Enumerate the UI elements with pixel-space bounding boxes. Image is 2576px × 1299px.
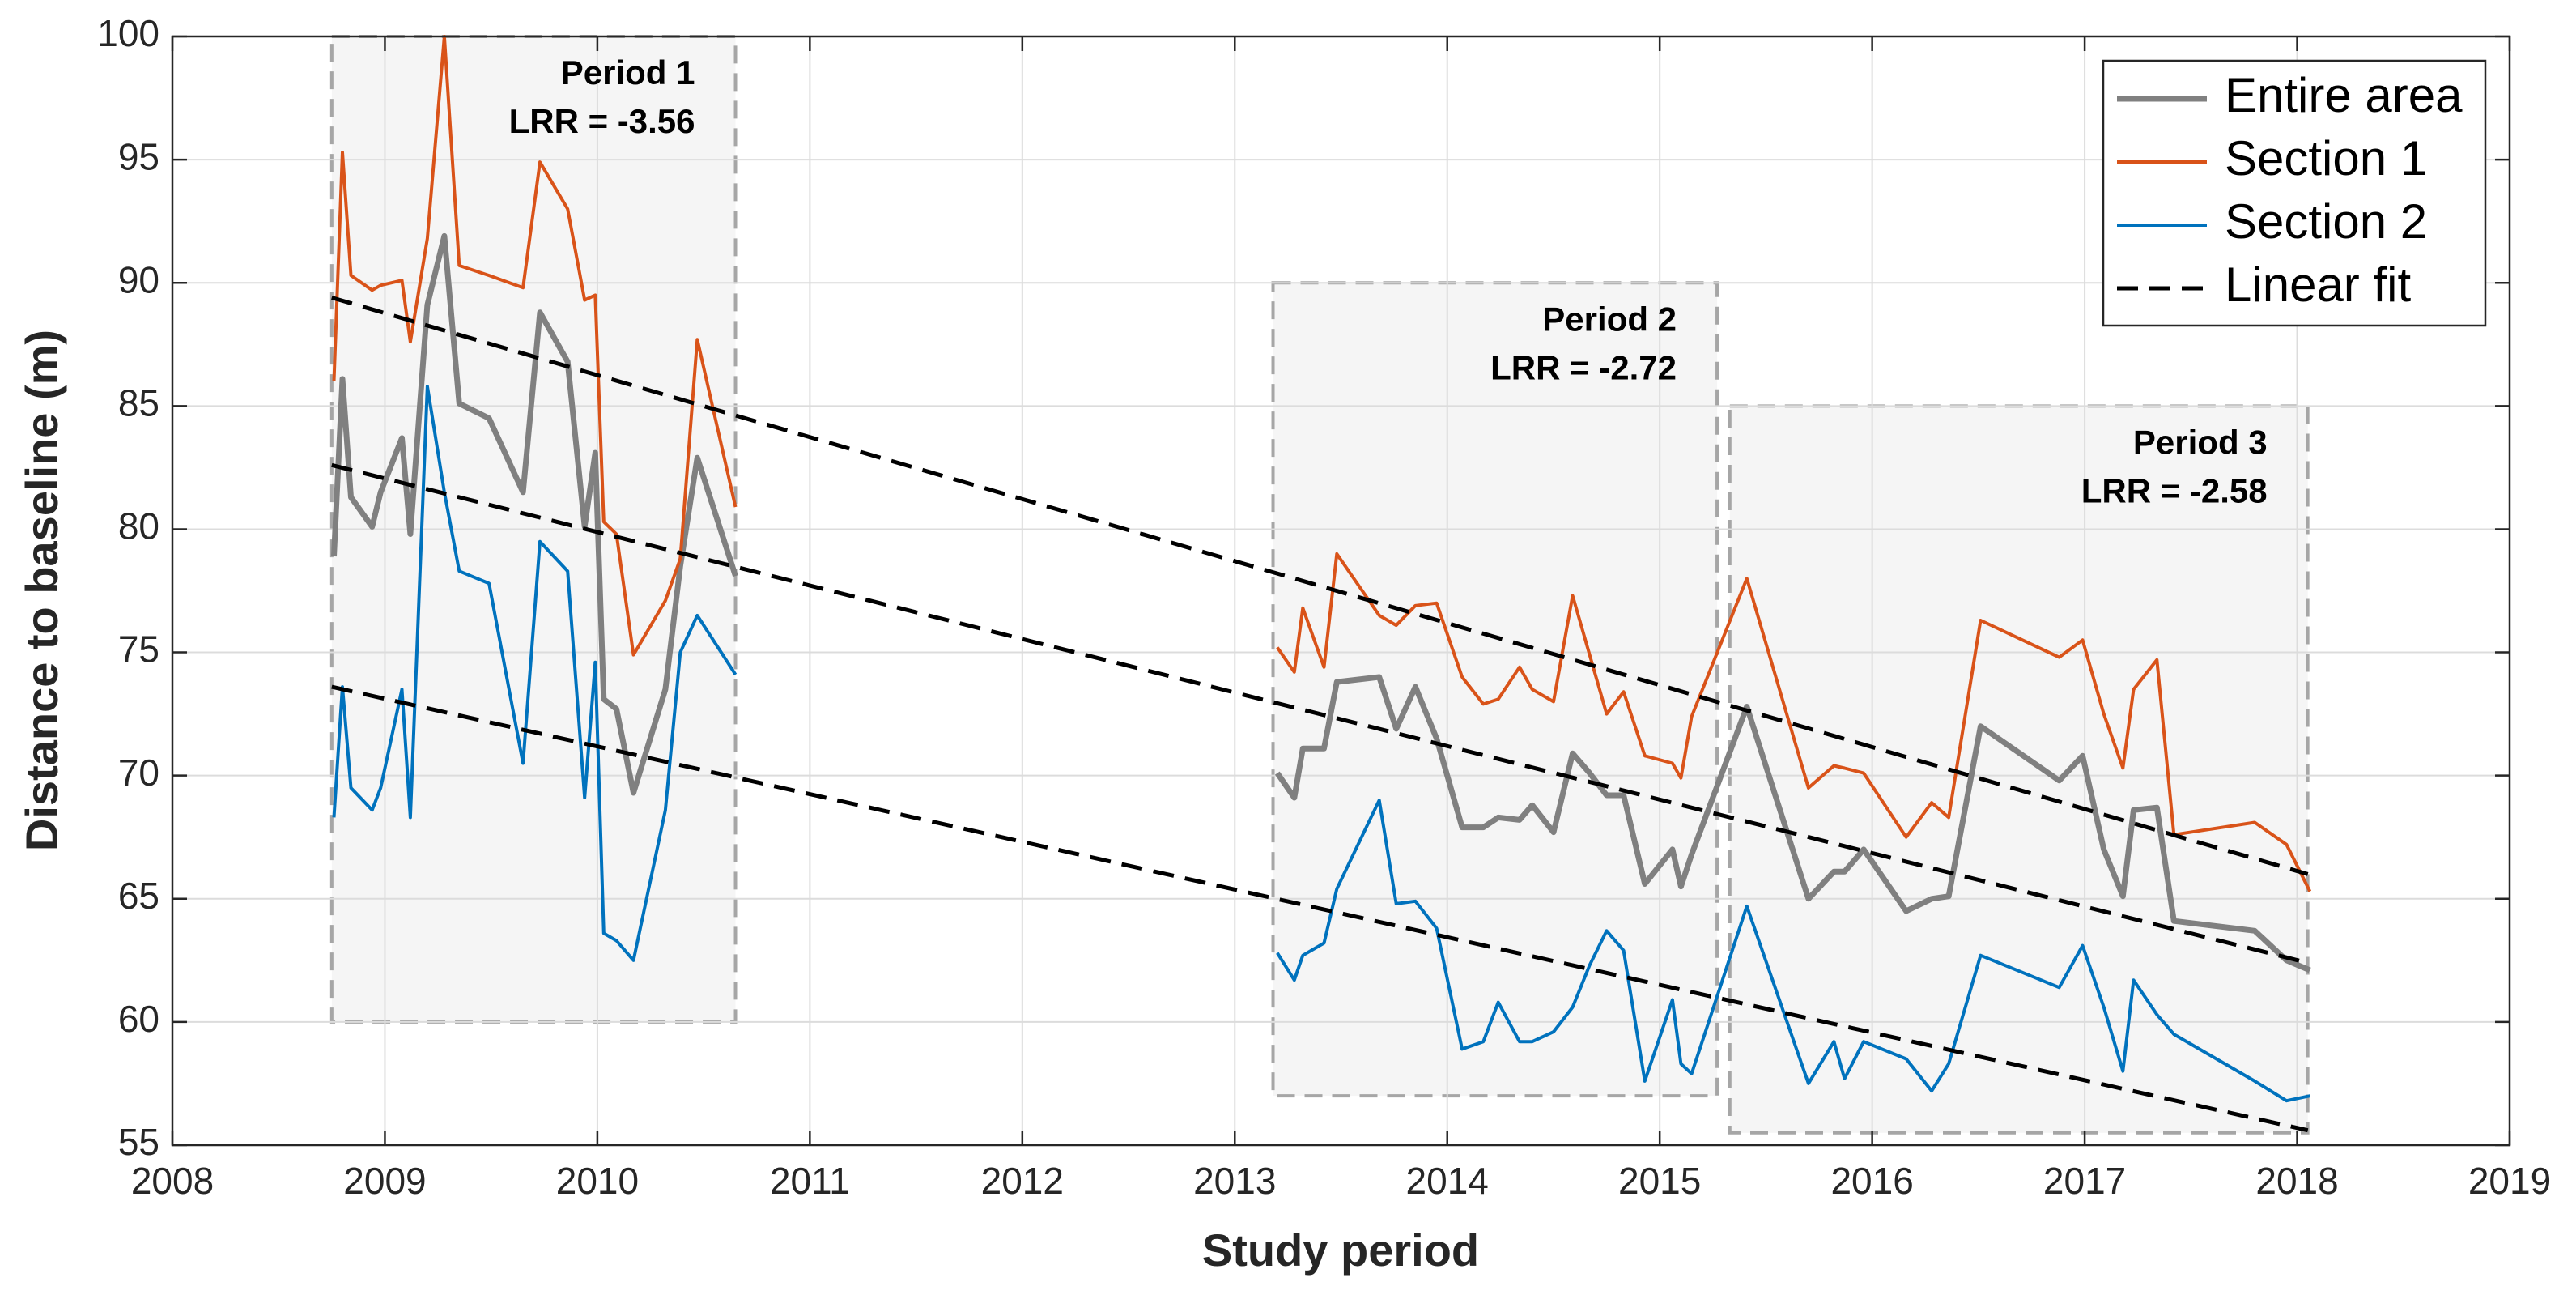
y-tick-label: 80: [118, 505, 159, 547]
series-line: [331, 232, 2311, 973]
y-tick-label: 65: [118, 875, 159, 917]
y-tick-label: 60: [118, 998, 159, 1040]
y-tick-label: 95: [118, 135, 159, 177]
legend-box: [2102, 59, 2487, 327]
y-axis-label: Distance to baseline (m): [16, 330, 67, 851]
period-label: Period 2: [1542, 300, 1677, 338]
period-lrr: LRR = -2.72: [1490, 348, 1677, 386]
x-tick-label: 2010: [556, 1160, 639, 1202]
x-tick-label: 2019: [2468, 1160, 2551, 1202]
legend-label: Entire area: [2225, 68, 2463, 122]
x-tick-label: 2012: [981, 1160, 1064, 1202]
y-tick-label: 90: [118, 258, 159, 300]
period-box: [1271, 281, 1719, 1098]
legend-label: Section 1: [2225, 131, 2427, 185]
x-tick-label: 2009: [343, 1160, 426, 1202]
period-lrr: LRR = -2.58: [2081, 471, 2268, 509]
period-label: Period 1: [561, 53, 695, 92]
x-tick-label: 2014: [1406, 1160, 1489, 1202]
legend-label: Section 2: [2225, 194, 2427, 249]
x-axis-label: Study period: [1202, 1224, 1479, 1276]
y-tick-label: 70: [118, 752, 159, 794]
x-tick-label: 2017: [2043, 1160, 2126, 1202]
x-tick-label: 2011: [770, 1160, 850, 1202]
x-tick-label: 2008: [131, 1160, 214, 1202]
period-box: [1728, 404, 2310, 1135]
period-label: Period 3: [2133, 423, 2268, 461]
period-lrr: LRR = -3.56: [509, 102, 695, 140]
fit-line: [331, 296, 2309, 1133]
x-tick-label: 2018: [2255, 1160, 2338, 1202]
x-tick-label: 2016: [1830, 1160, 1913, 1202]
axes-box: [171, 35, 2511, 1147]
series-line: [332, 385, 2310, 1103]
y-tick-label: 55: [118, 1121, 159, 1163]
y-tick-label: 85: [118, 381, 159, 424]
series-line: [332, 35, 2312, 892]
x-tick-label: 2015: [1618, 1160, 1701, 1202]
y-tick-label: 75: [118, 628, 159, 671]
legend: Entire area Section 1 Section 2 Linear fit: [2102, 59, 2487, 327]
y-tick-label: 100: [97, 12, 159, 54]
x-tick-label: 2013: [1193, 1160, 1276, 1202]
legend-label: Linear fit: [2225, 258, 2411, 312]
